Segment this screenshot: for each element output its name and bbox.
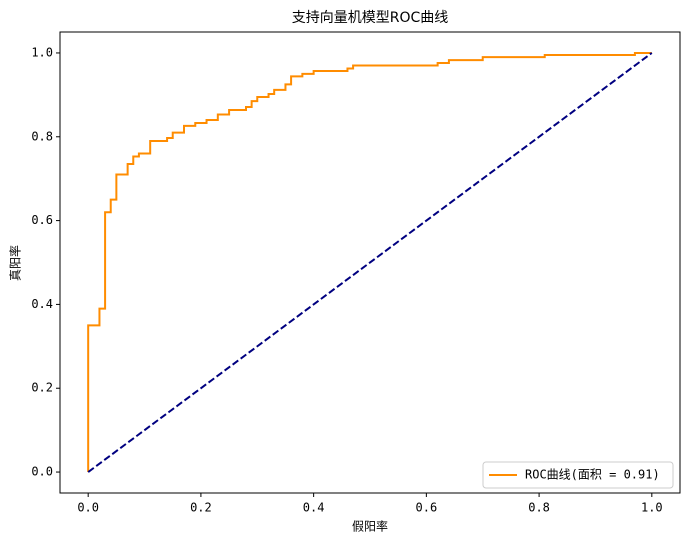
x-tick-label: 0.4 xyxy=(303,501,325,515)
y-tick-label: 0.0 xyxy=(31,465,53,479)
x-tick-label: 0.0 xyxy=(77,501,99,515)
y-tick-label: 0.4 xyxy=(31,297,53,311)
y-tick-label: 1.0 xyxy=(31,45,53,59)
y-tick-label: 0.2 xyxy=(31,381,53,395)
series-line xyxy=(87,52,653,473)
y-axis-label: 真阳率 xyxy=(8,245,23,281)
legend-label: ROC曲线(面积 = 0.91) xyxy=(525,468,660,482)
legend-box xyxy=(482,461,674,489)
x-tick-label: 0.2 xyxy=(190,501,212,515)
x-tick-label: 0.6 xyxy=(416,501,438,515)
chart-title: 支持向量机模型ROC曲线 xyxy=(292,10,449,26)
x-tick-label: 1.0 xyxy=(641,501,663,515)
x-axis-label: 假阳率 xyxy=(352,519,388,534)
plot-frame xyxy=(59,31,681,494)
series-line xyxy=(87,51,652,473)
y-tick-label: 0.8 xyxy=(31,129,53,143)
y-tick-label: 0.6 xyxy=(31,213,53,227)
x-tick-label: 0.8 xyxy=(528,501,550,515)
